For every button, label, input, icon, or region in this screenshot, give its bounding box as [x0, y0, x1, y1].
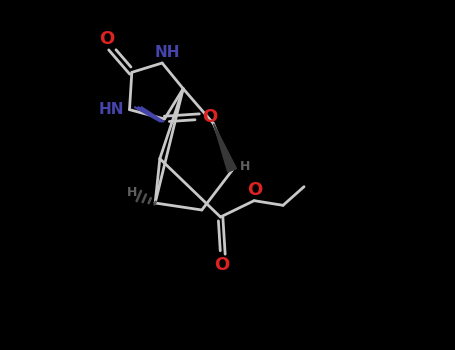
Text: O: O [248, 181, 263, 199]
Text: O: O [214, 256, 229, 274]
Polygon shape [213, 124, 237, 172]
Text: HN: HN [99, 102, 125, 117]
Text: O: O [100, 30, 115, 48]
Text: NH: NH [155, 45, 181, 60]
Text: H: H [126, 186, 137, 199]
Text: O: O [202, 108, 217, 126]
Text: H: H [240, 160, 250, 173]
